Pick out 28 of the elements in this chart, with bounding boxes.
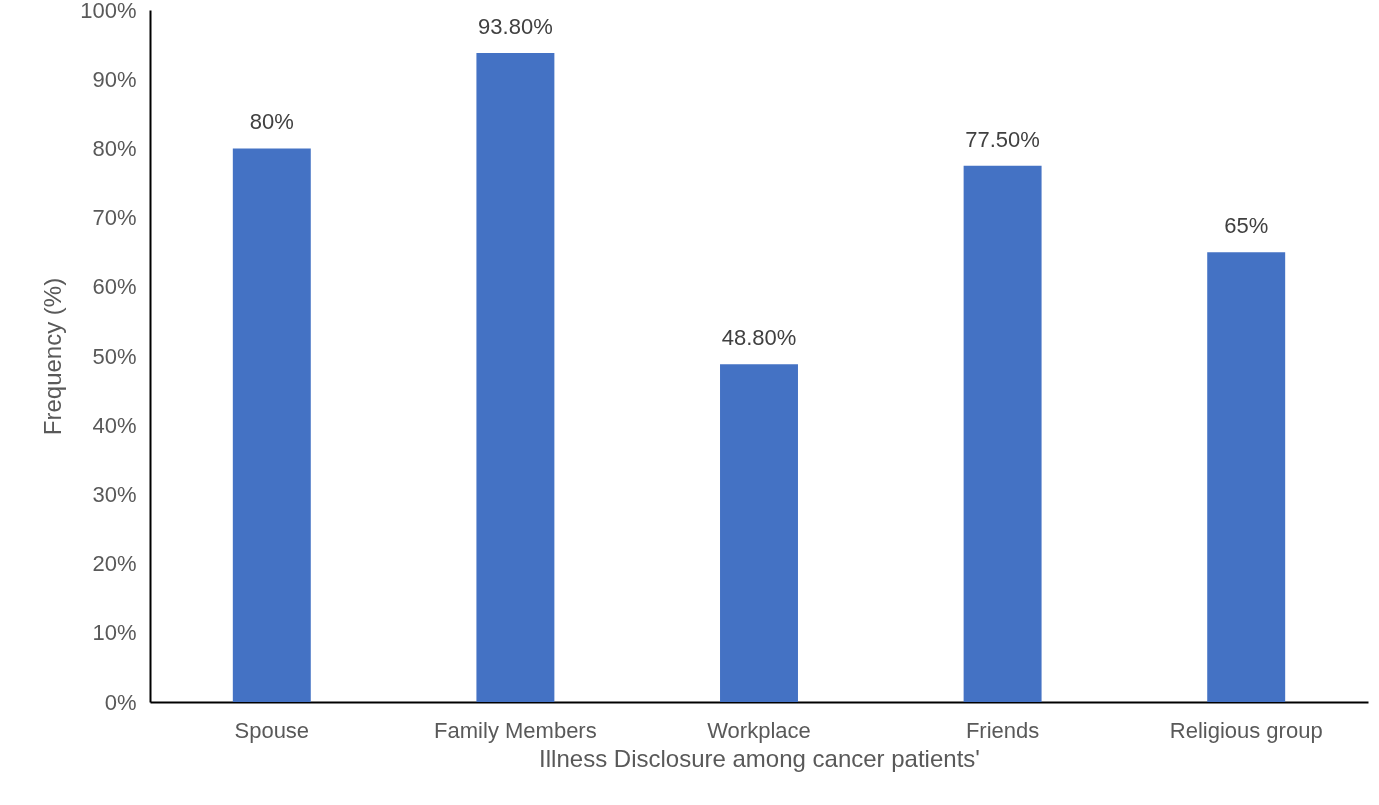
x-tick-label: Friends [965,717,1040,743]
y-tick-label: 10% [92,620,137,646]
x-tick-label: Family Members [434,717,597,743]
x-tick-label: Religious group [1169,717,1323,743]
data-label: 93.80% [478,13,553,39]
bar [1207,252,1286,702]
bar [720,364,798,702]
data-label: 80% [249,109,294,135]
y-axis-title: Frequency (%) [39,277,67,436]
bar [476,52,555,702]
x-axis-title: Illness Disclosure among cancer patients' [539,744,980,772]
y-tick-label: 40% [92,412,137,438]
y-tick-label: 50% [92,343,137,369]
y-tick-label: 100% [80,0,137,23]
y-tick-label: 80% [92,135,137,161]
y-tick-label: 90% [92,66,137,92]
bar [232,148,311,702]
y-tick-label: 70% [92,205,137,231]
y-tick-label: 60% [92,274,137,300]
x-tick-label: Spouse [234,717,310,743]
data-label: 65% [1224,213,1269,239]
data-label: 48.80% [721,325,797,351]
y-tick-label: 20% [92,551,137,577]
x-tick-label: Workplace [707,717,811,743]
y-tick-label: 0% [104,689,137,715]
bar [963,165,1042,702]
y-tick-label: 30% [92,481,137,507]
data-label: 77.50% [965,126,1040,152]
